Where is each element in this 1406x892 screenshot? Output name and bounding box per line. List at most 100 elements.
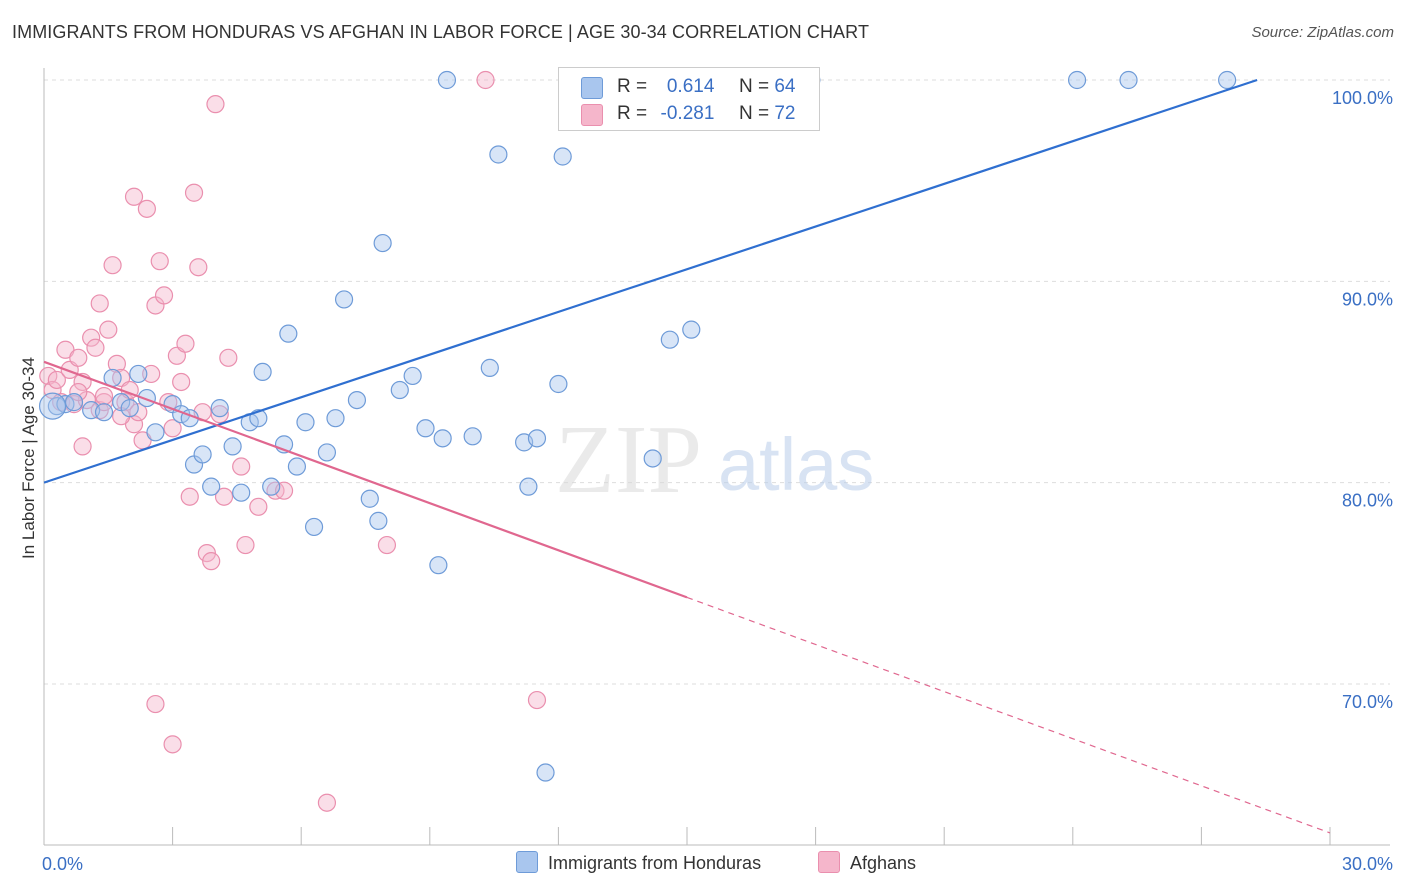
source-label: Source: ZipAtlas.com	[1251, 24, 1394, 41]
data-point-afghans	[150, 252, 169, 271]
data-point-afghans	[249, 497, 268, 516]
data-point-honduras	[390, 380, 409, 400]
data-point-honduras	[660, 330, 679, 349]
y-axis-title: In Labor Force | Age 30-34	[19, 357, 38, 559]
data-point-honduras	[334, 290, 354, 309]
data-point-afghans	[154, 286, 174, 305]
data-point-afghans	[172, 372, 191, 392]
y-tick-labels: 70.0% 80.0% 90.0% 100.0%	[1332, 88, 1393, 712]
data-point-honduras	[253, 362, 272, 382]
x-tick-labels: 0.0% 30.0%	[42, 854, 1393, 874]
data-point-afghans	[124, 187, 144, 206]
legend-swatch-afghans	[581, 104, 603, 126]
watermark-zip: ZIP	[555, 406, 702, 514]
bottom-legend-label-afghans: Afghans	[850, 853, 917, 873]
legend-r-value-honduras: 0.614	[666, 76, 715, 97]
legend-n-value-afghans: 72	[774, 103, 796, 124]
data-point-honduras	[38, 392, 67, 420]
data-point-honduras	[437, 70, 457, 90]
data-point-honduras	[210, 399, 229, 418]
data-point-honduras	[416, 419, 435, 438]
trend-line-honduras	[43, 78, 1258, 484]
x-tick-label: 0.0%	[42, 854, 83, 874]
data-point-afghans	[47, 370, 66, 390]
data-point-honduras	[433, 429, 452, 448]
legend-r-label: R =	[617, 103, 648, 124]
data-point-honduras	[146, 423, 165, 442]
data-point-honduras	[360, 489, 379, 508]
data-point-afghans	[137, 199, 156, 218]
axes	[43, 68, 1390, 846]
data-point-afghans	[163, 419, 182, 438]
data-point-afghans	[202, 552, 221, 571]
legend-swatch-honduras	[581, 77, 603, 99]
axis-ticks	[43, 827, 1331, 845]
y-tick-label: 90.0%	[1342, 289, 1393, 309]
data-point-afghans	[180, 487, 199, 506]
trend-line-afghans	[43, 360, 688, 599]
legend-n-label: N =	[738, 76, 770, 97]
data-point-afghans	[214, 487, 234, 506]
data-point-afghans	[103, 256, 122, 275]
trend-lines	[43, 78, 1331, 834]
data-point-honduras	[429, 556, 448, 575]
series-afghans	[39, 70, 547, 812]
legend-r-label: R =	[617, 76, 648, 97]
data-point-honduras	[1218, 70, 1237, 90]
data-point-honduras	[120, 399, 139, 418]
gridlines	[44, 79, 1390, 685]
bottom-legend-afghans: Afghans	[818, 851, 916, 874]
data-point-afghans	[94, 386, 114, 406]
data-point-honduras	[489, 145, 508, 164]
y-tick-label: 80.0%	[1342, 491, 1393, 511]
data-point-honduras	[553, 147, 572, 166]
data-point-afghans	[206, 95, 225, 114]
data-point-honduras	[223, 437, 242, 456]
data-point-honduras	[347, 390, 367, 410]
data-point-afghans	[184, 183, 204, 202]
data-point-honduras	[317, 443, 337, 462]
chart-title: IMMIGRANTS FROM HONDURAS VS AFGHAN IN LA…	[12, 22, 870, 42]
y-tick-label: 100.0%	[1332, 88, 1393, 108]
data-point-afghans	[90, 294, 109, 313]
data-point-afghans	[69, 382, 88, 402]
data-point-afghans	[39, 366, 58, 386]
data-point-afghans	[86, 338, 105, 357]
data-point-honduras	[1119, 70, 1138, 90]
data-point-afghans	[146, 694, 165, 714]
bottom-legend-swatch-afghans	[818, 851, 840, 873]
data-point-afghans	[73, 437, 92, 456]
watermark-atlas: atlas	[718, 423, 874, 506]
data-point-honduras	[287, 457, 307, 476]
data-point-honduras	[463, 427, 482, 446]
legend-n-label: N =	[738, 103, 770, 124]
data-point-afghans	[210, 405, 229, 424]
data-point-afghans	[476, 70, 495, 90]
data-point-honduras	[129, 364, 148, 384]
data-point-honduras	[373, 233, 392, 253]
data-point-afghans	[176, 334, 195, 353]
data-point-honduras	[94, 403, 114, 422]
data-point-honduras	[64, 393, 84, 412]
x-tick-label: 30.0%	[1342, 854, 1393, 874]
data-point-afghans	[317, 793, 337, 812]
data-point-afghans	[232, 457, 251, 476]
bottom-legend-honduras: Immigrants from Honduras	[516, 851, 761, 874]
data-point-honduras	[232, 483, 251, 502]
data-point-honduras	[549, 374, 568, 394]
data-point-honduras	[262, 477, 281, 496]
data-point-afghans	[236, 535, 255, 555]
bottom-legend-swatch-honduras	[516, 851, 538, 873]
data-point-afghans	[56, 340, 75, 359]
data-point-honduras	[536, 763, 555, 782]
correlation-legend: R = 0.614 N = 64 R = -0.281 N = 72	[558, 67, 820, 131]
watermark: ZIP atlas	[555, 406, 874, 514]
data-point-afghans	[377, 535, 397, 555]
data-point-honduras	[279, 324, 298, 343]
trend-line-afghans-projection	[686, 596, 1331, 834]
data-point-afghans	[129, 403, 148, 422]
data-point-afghans	[163, 735, 182, 754]
data-point-afghans	[219, 348, 238, 367]
data-point-honduras	[527, 429, 547, 448]
data-point-afghans	[142, 364, 161, 384]
